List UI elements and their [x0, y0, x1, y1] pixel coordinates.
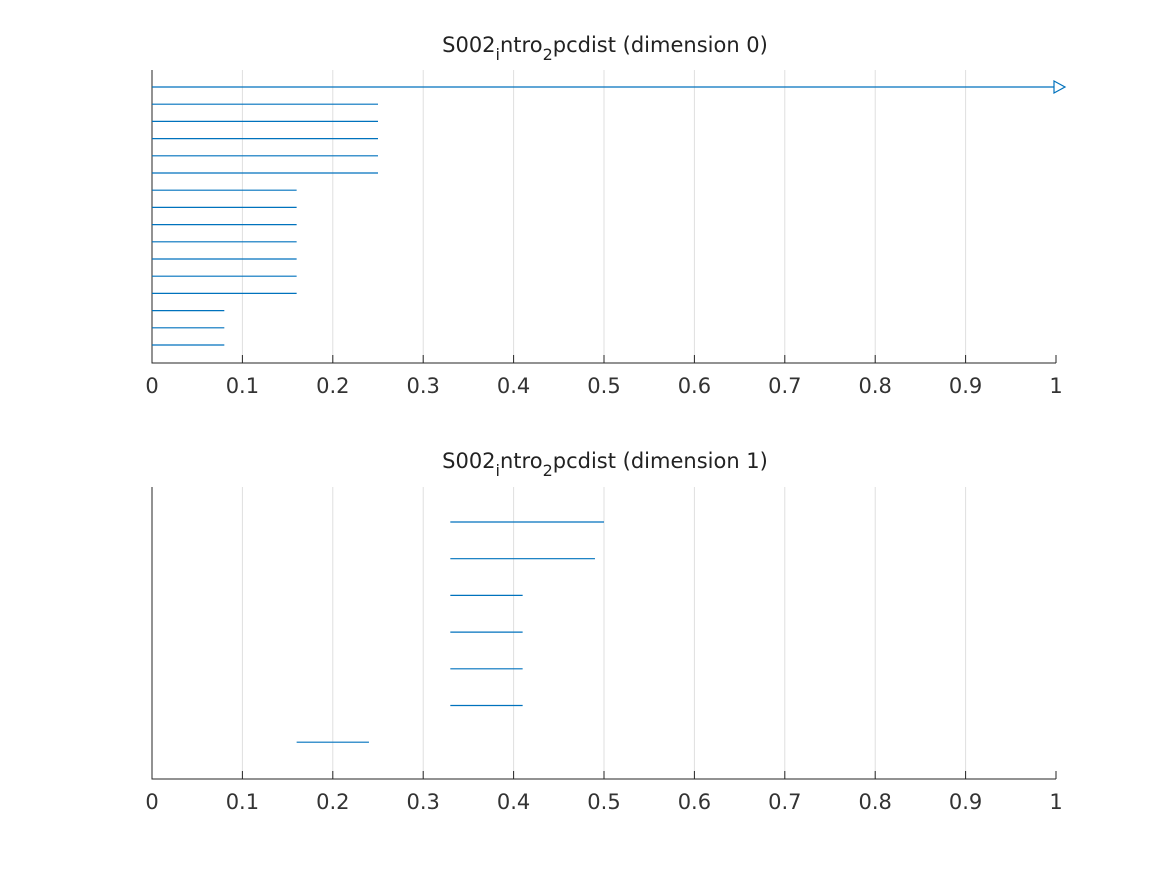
x-tick-label: 0.1: [226, 790, 259, 814]
chart-title-part: ntro: [500, 33, 543, 57]
x-tick-label: 0.7: [768, 374, 801, 398]
x-tick-label: 0.5: [587, 374, 620, 398]
axes: [151, 487, 1056, 780]
chart-title-part: i: [496, 45, 500, 64]
chart-title-part: S002: [442, 449, 495, 473]
x-tick-label: 0.9: [949, 790, 982, 814]
chart-title: S002intro2pcdist (dimension 0): [442, 33, 768, 64]
axes: [151, 70, 1056, 364]
x-tick-label: 0.6: [678, 374, 711, 398]
x-tick-label: 0.8: [858, 374, 891, 398]
x-tick-label: 0: [145, 374, 158, 398]
infinite-arrow-icon: [1053, 79, 1067, 95]
x-tick-label: 1: [1049, 790, 1062, 814]
x-tick-label: 0.1: [226, 374, 259, 398]
barcode-panel-dimension-0: S002intro2pcdist (dimension 0) 0 0.1 0.2 0.3…: [145, 33, 1067, 398]
x-tick-label: 0.9: [949, 374, 982, 398]
chart-title-part: 2: [543, 45, 553, 64]
chart-title-part: i: [496, 461, 500, 480]
x-tick-label: 0.3: [406, 374, 439, 398]
chart-title-part: ntro: [500, 449, 543, 473]
x-tick-label: 0.8: [858, 790, 891, 814]
chart-title-part: pcdist (dimension 0): [553, 33, 768, 57]
x-tick-label: 1: [1049, 374, 1062, 398]
chart-title-part: 2: [543, 461, 553, 480]
x-tick-label: 0.5: [587, 790, 620, 814]
chart-title-part: S002: [442, 33, 495, 57]
barcode-panel-dimension-1: S002intro2pcdist (dimension 1) 0 0.1 0.2 0.3…: [145, 449, 1062, 814]
x-tick-label: 0.7: [768, 790, 801, 814]
chart-title-part: pcdist (dimension 1): [553, 449, 768, 473]
x-tick-label: 0.2: [316, 374, 349, 398]
x-tick-label: 0.3: [406, 790, 439, 814]
x-tick-label: 0.4: [497, 374, 530, 398]
x-tick-label: 0.6: [678, 790, 711, 814]
x-tick-label: 0: [145, 790, 158, 814]
x-tick-label: 0.2: [316, 790, 349, 814]
x-tick-label: 0.4: [497, 790, 530, 814]
chart-title: S002intro2pcdist (dimension 1): [442, 449, 768, 480]
